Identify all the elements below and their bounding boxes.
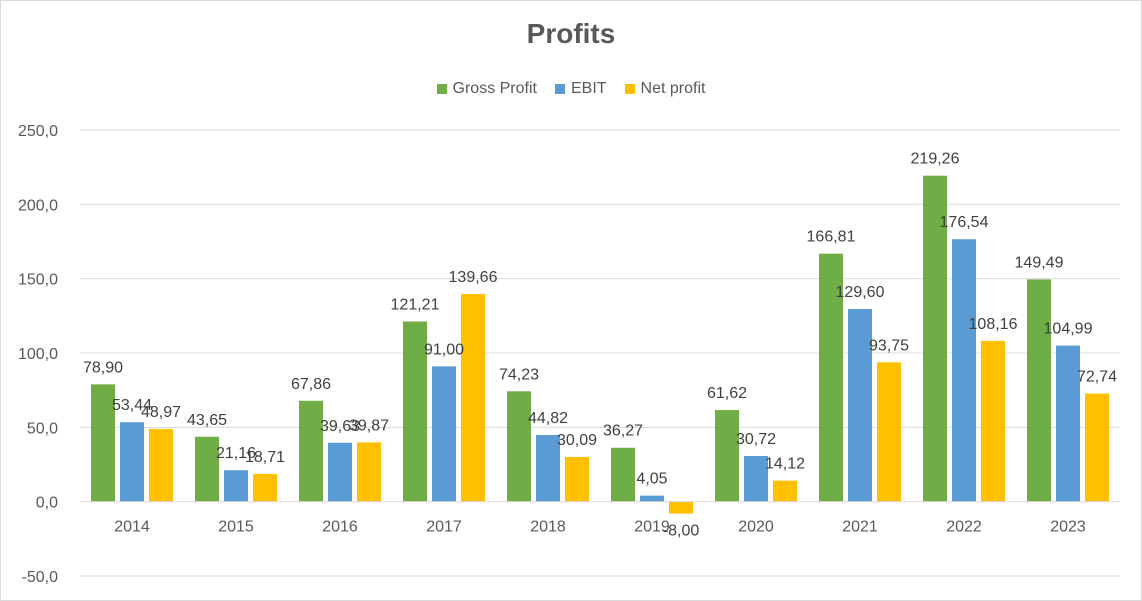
legend-label-ebit: EBIT: [570, 80, 607, 97]
bar-net-profit: [1085, 393, 1109, 502]
x-tick-label: 2018: [530, 519, 566, 536]
bar-net-profit: [669, 501, 693, 514]
y-tick-label: 200,0: [18, 197, 58, 214]
data-label-net-profit: -8,00: [663, 523, 700, 540]
bar-ebit: [744, 455, 768, 502]
data-label-gross-profit: 78,90: [83, 359, 123, 376]
data-label-ebit: 4,05: [636, 471, 667, 488]
x-tick-label: 2015: [218, 519, 254, 536]
y-tick-label: 250,0: [18, 123, 58, 140]
bar-net-profit: [981, 340, 1005, 502]
data-label-gross-profit: 219,26: [911, 151, 960, 168]
data-label-gross-profit: 67,86: [291, 376, 331, 393]
legend-swatch-gross-profit: [436, 84, 447, 94]
bar-ebit: [224, 470, 248, 502]
chart-legend: Gross Profit EBIT Net profit: [0, 80, 1142, 98]
data-label-ebit: 129,60: [836, 284, 885, 301]
legend-label-gross-profit: Gross Profit: [452, 80, 537, 97]
data-label-net-profit: 14,12: [765, 456, 805, 473]
x-tick-label: 2021: [842, 519, 878, 536]
bar-ebit: [120, 422, 144, 502]
y-tick-label: -50,0: [22, 569, 59, 586]
data-label-gross-profit: 149,49: [1015, 254, 1064, 271]
chart-title: Profits: [526, 18, 616, 49]
y-tick-label: 50,0: [27, 420, 58, 437]
data-label-net-profit: 18,71: [245, 449, 285, 466]
data-label-ebit: 21,16: [216, 445, 256, 462]
data-label-gross-profit: 74,23: [499, 366, 539, 383]
bar-gross-profit: [507, 391, 531, 502]
data-label-ebit: 91,00: [424, 341, 464, 358]
data-label-ebit: 30,72: [736, 431, 776, 448]
bar-gross-profit: [819, 253, 843, 502]
bar-net-profit: [877, 362, 901, 502]
x-tick-label: 2017: [426, 519, 462, 536]
data-label-ebit: 39,63: [320, 418, 360, 435]
bar-ebit: [536, 435, 560, 502]
bar-ebit: [328, 442, 352, 502]
bar-ebit: [848, 308, 872, 502]
bar-gross-profit: [299, 400, 323, 502]
legend-label-net-profit: Net profit: [640, 80, 706, 97]
x-tick-label: 2016: [322, 519, 358, 536]
data-label-gross-profit: 43,65: [187, 412, 227, 429]
x-tick-label: 2014: [114, 519, 150, 536]
x-tick-label: 2023: [1050, 519, 1086, 536]
bar-net-profit: [149, 428, 173, 502]
bar-net-profit: [357, 442, 381, 502]
data-label-net-profit: 39,87: [349, 417, 389, 434]
y-tick-label: 150,0: [18, 272, 58, 289]
data-label-ebit: 104,99: [1044, 321, 1093, 338]
bar-net-profit: [253, 473, 277, 502]
data-label-gross-profit: 121,21: [391, 296, 440, 313]
legend-swatch-ebit: [554, 84, 565, 94]
data-label-net-profit: 108,16: [969, 316, 1018, 333]
data-label-gross-profit: 61,62: [707, 385, 747, 402]
bar-gross-profit: [1027, 279, 1051, 502]
bar-net-profit: [773, 480, 797, 502]
bar-gross-profit: [403, 321, 427, 502]
legend-item-ebit: EBIT: [554, 80, 607, 98]
bar-ebit: [432, 366, 456, 502]
data-label-net-profit: 139,66: [449, 269, 498, 286]
data-label-gross-profit: 36,27: [603, 423, 643, 440]
bar-gross-profit: [611, 447, 635, 502]
data-label-ebit: 176,54: [940, 214, 989, 231]
legend-item-gross-profit: Gross Profit: [436, 80, 537, 98]
bar-net-profit: [565, 456, 589, 502]
bar-ebit: [640, 495, 664, 502]
data-label-ebit: 53,44: [112, 397, 152, 414]
data-label-net-profit: 72,74: [1077, 369, 1117, 386]
data-label-net-profit: 48,97: [141, 404, 181, 421]
data-label-net-profit: 93,75: [869, 337, 909, 354]
y-tick-label: 0,0: [36, 495, 58, 512]
data-label-net-profit: 30,09: [557, 432, 597, 449]
bar-gross-profit: [715, 410, 739, 502]
legend-item-net-profit: Net profit: [624, 80, 706, 98]
bar-ebit: [1056, 345, 1080, 502]
bar-net-profit: [461, 294, 485, 502]
x-tick-label: 2020: [738, 519, 774, 536]
y-tick-label: 100,0: [18, 346, 58, 363]
legend-swatch-net-profit: [624, 84, 635, 94]
data-label-gross-profit: 166,81: [807, 229, 856, 246]
data-label-ebit: 44,82: [528, 410, 568, 427]
x-tick-label: 2022: [946, 519, 982, 536]
bar-gross-profit: [923, 175, 947, 502]
bar-gross-profit: [195, 436, 219, 502]
bar-ebit: [952, 239, 976, 502]
x-tick-label: 2019: [634, 519, 670, 536]
bar-gross-profit: [91, 384, 115, 502]
